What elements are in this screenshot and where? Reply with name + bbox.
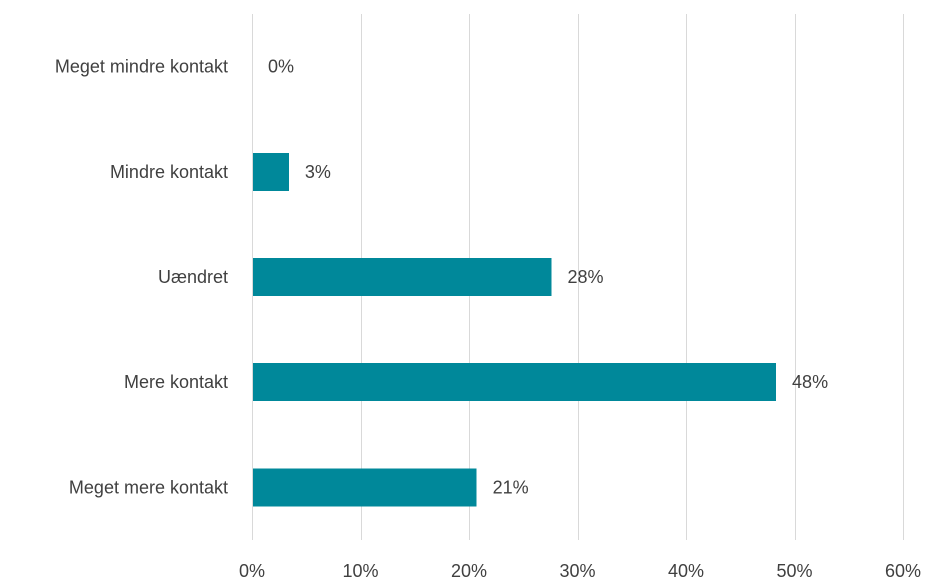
x-tick-label: 10% xyxy=(342,561,378,580)
data-label: 3% xyxy=(305,162,331,182)
category-label: Meget mere kontakt xyxy=(69,477,228,497)
x-tick-label: 20% xyxy=(451,561,487,580)
category-label: Mindre kontakt xyxy=(110,162,228,182)
x-tick-label: 40% xyxy=(668,561,704,580)
bar xyxy=(253,258,552,296)
category-label: Mere kontakt xyxy=(124,372,228,392)
x-tick-label: 50% xyxy=(776,561,812,580)
data-label: 0% xyxy=(268,57,294,77)
bar xyxy=(253,468,477,507)
bars xyxy=(253,152,777,507)
bar xyxy=(253,152,289,191)
x-tick-label: 0% xyxy=(239,561,265,580)
data-label: 28% xyxy=(567,267,603,287)
category-labels: Meget mindre kontakt Mindre kontakt Uændre… xyxy=(55,57,228,498)
bar xyxy=(253,363,777,402)
data-label: 48% xyxy=(792,372,828,392)
data-label: 21% xyxy=(493,477,529,497)
x-tick-label: 30% xyxy=(559,561,595,580)
category-label: Uændret xyxy=(158,267,228,287)
x-tick-label: 60% xyxy=(885,561,921,580)
x-tick-labels: 0% 10% 20% 30% 40% 50% 60% xyxy=(239,561,921,580)
category-label: Meget mindre kontakt xyxy=(55,57,228,77)
data-labels: 0% 3% 28% 48% 21% xyxy=(268,57,828,498)
